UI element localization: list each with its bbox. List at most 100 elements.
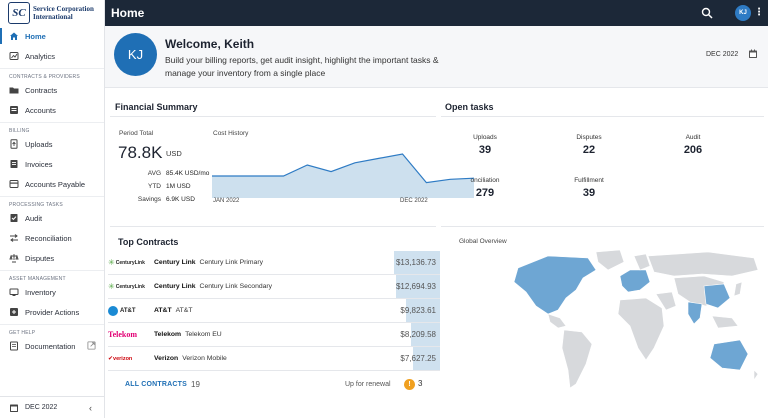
- period-selector[interactable]: DEC 2022 ‹: [0, 396, 104, 418]
- map-region-southeast-asia: [711, 315, 739, 329]
- contract-description: Century Link Primary: [199, 259, 264, 266]
- contract-description: AT&T: [175, 307, 193, 314]
- cost-history-chart: [212, 153, 474, 198]
- contract-row[interactable]: ✳ CenturyLink Century Link Century Link P…: [108, 251, 440, 275]
- task-uploads-label: Uploads: [473, 134, 497, 141]
- contract-provider-name: Telekom: [154, 331, 182, 338]
- sidebar-item-label: Contracts: [25, 85, 58, 95]
- audit-icon: [9, 213, 19, 223]
- global-overview-title: Global Overview: [459, 238, 507, 245]
- map-region-japan: [733, 281, 743, 297]
- centurylink-logo: ✳ CenturyLink: [108, 258, 145, 267]
- contract-amount: $7,627.25: [400, 354, 436, 363]
- sidebar-item-label: Provider Actions: [25, 307, 80, 317]
- external-link-icon[interactable]: [87, 341, 96, 350]
- sidebar-item-documentation[interactable]: Documentation: [0, 336, 104, 356]
- map-region-greenland: [595, 249, 625, 271]
- contract-row[interactable]: ✔ verizon Verizon Verizon Mobile $7,627.2…: [108, 347, 440, 371]
- sidebar-item-label: Analytics: [25, 51, 56, 61]
- all-contracts-count: 19: [191, 380, 200, 389]
- more-vertical-icon[interactable]: ⋮: [754, 7, 764, 18]
- welcome-subtitle: Build your billing reports, get audit in…: [165, 55, 439, 78]
- contract-amount-bar: [394, 251, 440, 274]
- contract-row[interactable]: AT&T AT&T AT&T $9,823.61: [108, 299, 440, 323]
- cost-history-line: [212, 153, 474, 184]
- cost-history-label: Cost History: [213, 130, 249, 137]
- task-uploads-value[interactable]: 39: [478, 144, 492, 156]
- sidebar-item-invoices[interactable]: Invoices: [0, 154, 104, 174]
- sidebar-item-contracts[interactable]: Contracts: [0, 80, 104, 100]
- home-icon: [9, 31, 19, 41]
- sidebar-item-label: Disputes: [25, 253, 55, 263]
- map-region-south-america: [561, 329, 593, 389]
- open-tasks-title: Open tasks: [445, 102, 494, 112]
- sidebar-item-provider-actions[interactable]: Provider Actions: [0, 302, 104, 322]
- user-avatar[interactable]: KJ: [735, 5, 751, 21]
- contract-amount: $12,694.93: [395, 282, 436, 291]
- welcome-avatar: KJ: [114, 33, 157, 76]
- payable-icon: [9, 179, 19, 189]
- top-bar: Home KJ ⋮: [105, 0, 768, 26]
- sidebar-item-label: Audit: [25, 213, 43, 223]
- map-region-new-zealand: [753, 369, 759, 381]
- welcome-period: DEC 2022: [706, 51, 739, 58]
- verizon-logo: ✔ verizon: [108, 355, 133, 363]
- stat-avg-label: AVG: [147, 170, 161, 177]
- divider: [441, 226, 764, 227]
- chart-x-start-label: JAN 2022: [213, 198, 240, 204]
- folder-icon: [9, 85, 19, 95]
- task-fulfillment-value[interactable]: 39: [582, 187, 596, 199]
- task-audit-value[interactable]: 206: [683, 144, 703, 156]
- company-logo[interactable]: SC Service Corporation International: [0, 0, 104, 26]
- period-label: DEC 2022: [25, 404, 58, 411]
- contract-provider-name: AT&T: [154, 307, 172, 314]
- sidebar-item-disputes[interactable]: Disputes: [0, 248, 104, 268]
- sidebar-item-accounts[interactable]: Accounts: [0, 100, 104, 120]
- sidebar-item-label: Inventory: [25, 287, 56, 297]
- divider: [110, 116, 436, 117]
- sidebar-item-analytics[interactable]: Analytics: [0, 46, 104, 66]
- map-region-australia: [709, 339, 749, 371]
- sidebar-item-accounts-payable[interactable]: Accounts Payable: [0, 174, 104, 194]
- contract-row[interactable]: Telekom Telekom Telekom EU $8,209.58: [108, 323, 440, 347]
- collapse-chevron-icon[interactable]: ‹: [89, 403, 92, 413]
- calendar-icon[interactable]: [748, 49, 758, 59]
- contract-amount-bar: [413, 347, 440, 370]
- period-total-label: Period Total: [119, 130, 154, 137]
- renewal-warning-icon: !: [404, 379, 415, 390]
- search-icon[interactable]: [701, 7, 713, 19]
- task-reconciliation-value[interactable]: 279: [475, 187, 495, 199]
- section-label-processing: PROCESSING TASKS: [0, 196, 104, 208]
- provider-actions-icon: [9, 307, 19, 317]
- divider: [110, 226, 436, 227]
- sidebar-item-uploads[interactable]: Uploads: [0, 134, 104, 154]
- map-region-middle-east: [655, 291, 677, 311]
- sidebar-item-audit[interactable]: Audit: [0, 208, 104, 228]
- sidebar-item-inventory[interactable]: Inventory: [0, 282, 104, 302]
- task-reconciliation-label: onciliation: [470, 177, 500, 184]
- sidebar-item-label: Accounts: [25, 105, 56, 115]
- period-total-value: 78.8K: [118, 143, 163, 162]
- sidebar-item-reconciliation[interactable]: Reconciliation: [0, 228, 104, 248]
- contract-amount: $8,209.58: [400, 330, 436, 339]
- all-contracts-link[interactable]: ALL CONTRACTS: [125, 381, 187, 388]
- contract-provider-name: Century Link: [154, 283, 196, 290]
- inventory-icon: [9, 287, 19, 297]
- world-map[interactable]: [478, 248, 768, 398]
- divider: [441, 116, 764, 117]
- renewal-label[interactable]: Up for renewal: [345, 381, 391, 388]
- map-region-africa: [617, 297, 665, 361]
- sidebar-item-home[interactable]: Home: [0, 26, 104, 46]
- stat-ytd-label: YTD: [148, 183, 161, 190]
- sidebar-item-label: Home: [25, 31, 46, 41]
- section-label-asset-management: ASSET MANAGEMENT: [0, 270, 104, 282]
- map-region-europe: [619, 269, 651, 293]
- contract-amount-bar: [406, 299, 440, 322]
- accounts-icon: [9, 105, 19, 115]
- welcome-title: Welcome, Keith: [165, 37, 255, 51]
- contract-row[interactable]: ✳ CenturyLink Century Link Century Link S…: [108, 275, 440, 299]
- reconcile-icon: [9, 233, 19, 243]
- task-fulfillment-label: Fulfillment: [574, 177, 604, 184]
- sidebar-item-label: Invoices: [25, 159, 53, 169]
- task-disputes-value[interactable]: 22: [582, 144, 596, 156]
